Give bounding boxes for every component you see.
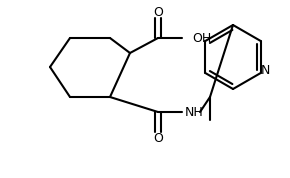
Text: N: N (261, 64, 270, 77)
Text: O: O (153, 132, 163, 145)
Text: OH: OH (192, 32, 211, 44)
Text: O: O (153, 6, 163, 19)
Text: NH: NH (185, 106, 204, 119)
